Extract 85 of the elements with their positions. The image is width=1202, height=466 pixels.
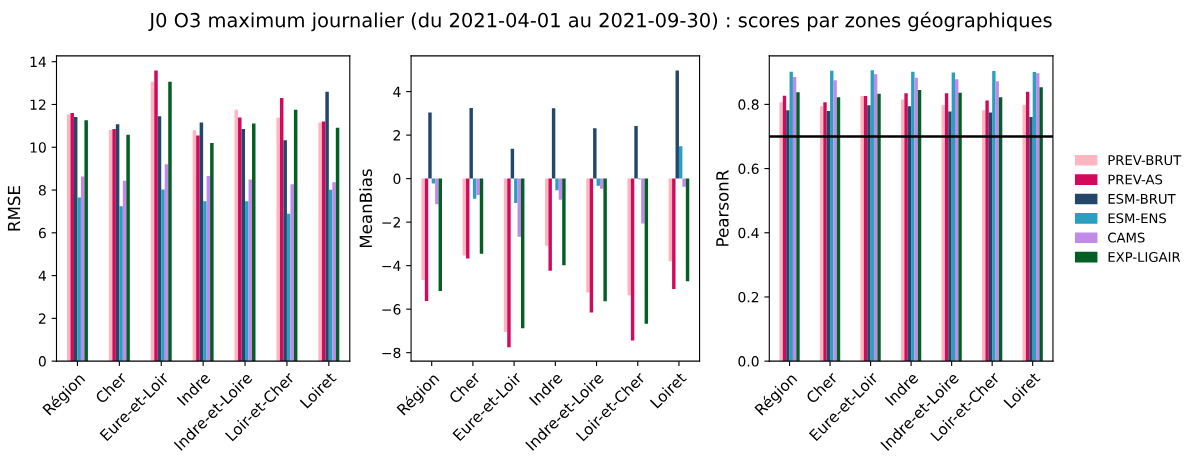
bar: [168, 81, 172, 362]
bar: [428, 112, 432, 179]
bar: [154, 70, 158, 362]
y-tick-label: −6: [382, 304, 401, 315]
bar: [210, 142, 214, 362]
legend-label: PREV-AS: [1108, 174, 1163, 185]
text: J0 O3 maximum journalier (du 2021-04-01 au 2021-09-30) : scores par zones géographiques: [148, 11, 1052, 32]
bar: [290, 184, 294, 362]
y-tick-label: 0.6: [738, 163, 759, 175]
bar: [593, 128, 597, 179]
bar: [325, 91, 329, 362]
legend-label: CAMS: [1108, 232, 1145, 243]
y-tick-label: 4: [393, 86, 401, 97]
bar: [586, 178, 590, 293]
bar: [469, 107, 473, 179]
y-tick-label: 0.8: [738, 99, 759, 110]
y-tick-label: 14: [30, 56, 46, 67]
bar: [77, 197, 81, 362]
legend-label: EXP-LIGAIR: [1108, 251, 1181, 262]
bar: [203, 201, 207, 362]
bar: [514, 178, 518, 203]
bar: [245, 201, 249, 362]
y-tick-label: 12: [30, 99, 46, 110]
bar: [833, 80, 837, 362]
y-tick-label: 2: [38, 313, 46, 324]
y-tick-label: 4: [38, 270, 46, 281]
y-tick-label: −8: [382, 347, 401, 359]
bar: [435, 178, 439, 205]
y-tick-label: 8: [38, 185, 46, 196]
bar: [796, 92, 800, 362]
bar: [84, 120, 88, 362]
bar: [283, 140, 287, 362]
bar: [958, 92, 962, 362]
legend-label: ESM-ENS: [1108, 213, 1167, 224]
bar: [867, 105, 871, 362]
bar: [119, 206, 123, 362]
bar: [112, 129, 116, 362]
legend-label: ESM-BRUT: [1108, 193, 1176, 204]
bar: [823, 102, 827, 362]
bar: [1039, 87, 1043, 362]
bar: [786, 110, 790, 362]
y-tick-label: 0: [38, 356, 46, 367]
bar: [238, 117, 242, 362]
bar: [548, 178, 552, 271]
bar: [70, 113, 74, 362]
y-tick-label: 0.4: [738, 227, 759, 239]
bar: [992, 71, 996, 362]
bar: [948, 111, 952, 362]
bar: [603, 178, 607, 302]
y-axis-title: PearsonR: [716, 170, 729, 246]
y-axis-title: RMSE: [7, 186, 21, 231]
bar: [252, 123, 256, 362]
bar: [779, 102, 783, 362]
bar: [904, 93, 908, 362]
bar: [634, 125, 638, 179]
bar: [196, 135, 200, 362]
bar: [276, 117, 280, 362]
bar: [421, 178, 425, 280]
y-tick-label: 0: [393, 173, 401, 185]
bar: [1029, 116, 1033, 362]
bar: [555, 178, 559, 191]
y-tick-label: −4: [382, 260, 401, 271]
bar: [682, 178, 686, 187]
y-tick-label: 2: [393, 130, 400, 141]
bar: [562, 178, 566, 266]
y-axis-title: MeanBias: [359, 169, 373, 248]
bar: [877, 93, 881, 362]
bar: [161, 189, 165, 362]
y-tick-label: 0.2: [738, 291, 759, 303]
y-tick-label: −2: [382, 217, 400, 228]
bar: [318, 122, 322, 362]
bar: [332, 182, 336, 362]
bar: [860, 96, 864, 362]
legend-label: PREV-BRUT: [1108, 155, 1182, 166]
bar: [126, 134, 130, 362]
bar: [985, 100, 989, 362]
y-tick-label: 6: [38, 227, 46, 239]
bar: [627, 178, 631, 296]
bar: [672, 178, 676, 289]
bar: [476, 178, 480, 195]
y-tick-label: 0.0: [738, 356, 759, 367]
y-tick-label: 10: [30, 142, 46, 153]
bar: [507, 178, 511, 348]
bar: [641, 178, 645, 224]
bar: [914, 77, 918, 362]
